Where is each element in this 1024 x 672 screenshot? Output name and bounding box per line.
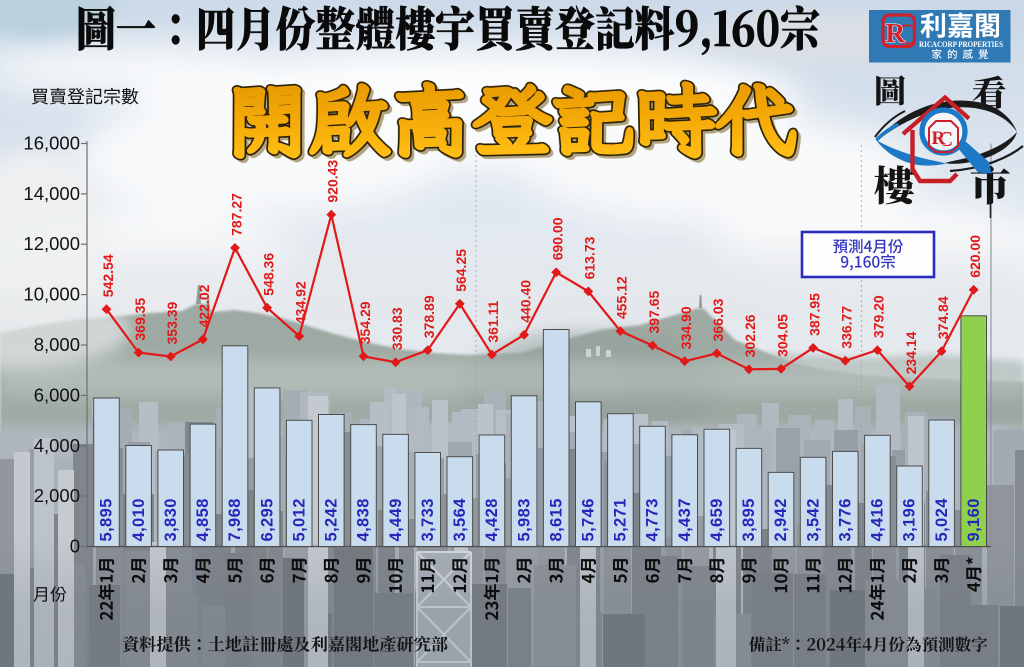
svg-text:354.29: 354.29 (357, 301, 373, 344)
svg-text:2,942: 2,942 (772, 498, 790, 541)
svg-text:4,773: 4,773 (644, 498, 662, 541)
svg-text:620.00: 620.00 (967, 235, 983, 278)
svg-text:5,895: 5,895 (98, 498, 116, 541)
svg-text:4,000: 4,000 (34, 435, 80, 456)
svg-text:8,000: 8,000 (34, 334, 80, 355)
svg-text:6,295: 6,295 (258, 498, 276, 541)
svg-text:4,858: 4,858 (194, 498, 212, 541)
svg-text:548.36: 548.36 (260, 253, 276, 296)
svg-text:5,271: 5,271 (612, 498, 630, 541)
svg-text:564.25: 564.25 (453, 249, 469, 292)
svg-text:10,000: 10,000 (23, 284, 80, 305)
svg-text:5,242: 5,242 (323, 498, 341, 541)
svg-text:397.65: 397.65 (646, 290, 662, 333)
svg-text:4,437: 4,437 (676, 498, 694, 541)
svg-text:12,000: 12,000 (23, 233, 80, 254)
svg-text:369.35: 369.35 (132, 298, 148, 341)
svg-text:R: R (886, 18, 906, 48)
svg-text:379.20: 379.20 (871, 295, 887, 338)
svg-text:C: C (895, 18, 917, 51)
svg-text:542.54: 542.54 (100, 254, 116, 297)
svg-text:787.27: 787.27 (228, 193, 244, 236)
svg-text:7,968: 7,968 (226, 498, 244, 541)
svg-text:920.43: 920.43 (325, 160, 341, 203)
svg-text:4,838: 4,838 (355, 498, 373, 541)
svg-text:455.12: 455.12 (614, 276, 630, 319)
svg-text:16,000: 16,000 (23, 133, 80, 154)
svg-text:C: C (938, 127, 953, 151)
svg-text:434.92: 434.92 (293, 281, 309, 324)
svg-text:8,615: 8,615 (547, 498, 565, 541)
svg-text:3,830: 3,830 (162, 498, 180, 541)
svg-text:378.89: 378.89 (421, 295, 437, 338)
svg-text:5,012: 5,012 (290, 498, 308, 541)
svg-text:3,776: 3,776 (837, 498, 855, 541)
svg-text:3,196: 3,196 (901, 498, 919, 541)
svg-text:302.26: 302.26 (742, 314, 758, 357)
svg-text:304.05: 304.05 (774, 314, 790, 357)
svg-text:6,000: 6,000 (34, 384, 80, 405)
svg-text:613.73: 613.73 (582, 236, 598, 279)
svg-text:5,746: 5,746 (580, 498, 598, 541)
svg-text:330.83: 330.83 (389, 307, 405, 350)
svg-text:0: 0 (70, 536, 80, 557)
svg-text:366.03: 366.03 (710, 298, 726, 341)
svg-text:5,024: 5,024 (933, 498, 951, 542)
svg-text:4,416: 4,416 (869, 498, 887, 541)
svg-text:9,160: 9,160 (965, 498, 983, 541)
svg-text:3,895: 3,895 (740, 498, 758, 541)
svg-text:422.02: 422.02 (196, 284, 212, 327)
svg-text:4,010: 4,010 (130, 498, 148, 541)
svg-text:3,564: 3,564 (451, 498, 469, 542)
svg-text:4,428: 4,428 (483, 498, 501, 541)
svg-text:14,000: 14,000 (23, 183, 80, 204)
svg-text:440.40: 440.40 (517, 280, 533, 323)
svg-text:361.11: 361.11 (485, 300, 501, 342)
svg-text:3,733: 3,733 (419, 498, 437, 541)
svg-text:5,983: 5,983 (515, 498, 533, 541)
svg-text:234.14: 234.14 (903, 331, 919, 374)
svg-text:3,542: 3,542 (804, 498, 822, 541)
svg-text:334.90: 334.90 (678, 306, 694, 349)
svg-text:690.00: 690.00 (550, 217, 566, 260)
svg-text:336.77: 336.77 (839, 306, 855, 349)
svg-text:4,659: 4,659 (708, 498, 726, 541)
svg-text:R: R (932, 128, 946, 149)
svg-text:2,000: 2,000 (34, 485, 80, 506)
svg-text:4,449: 4,449 (387, 498, 405, 541)
svg-text:387.95: 387.95 (806, 293, 822, 336)
svg-text:374.84: 374.84 (935, 296, 951, 339)
svg-text:RICACORP PROPERTIES: RICACORP PROPERTIES (919, 39, 1003, 49)
svg-text:353.39: 353.39 (164, 301, 180, 344)
